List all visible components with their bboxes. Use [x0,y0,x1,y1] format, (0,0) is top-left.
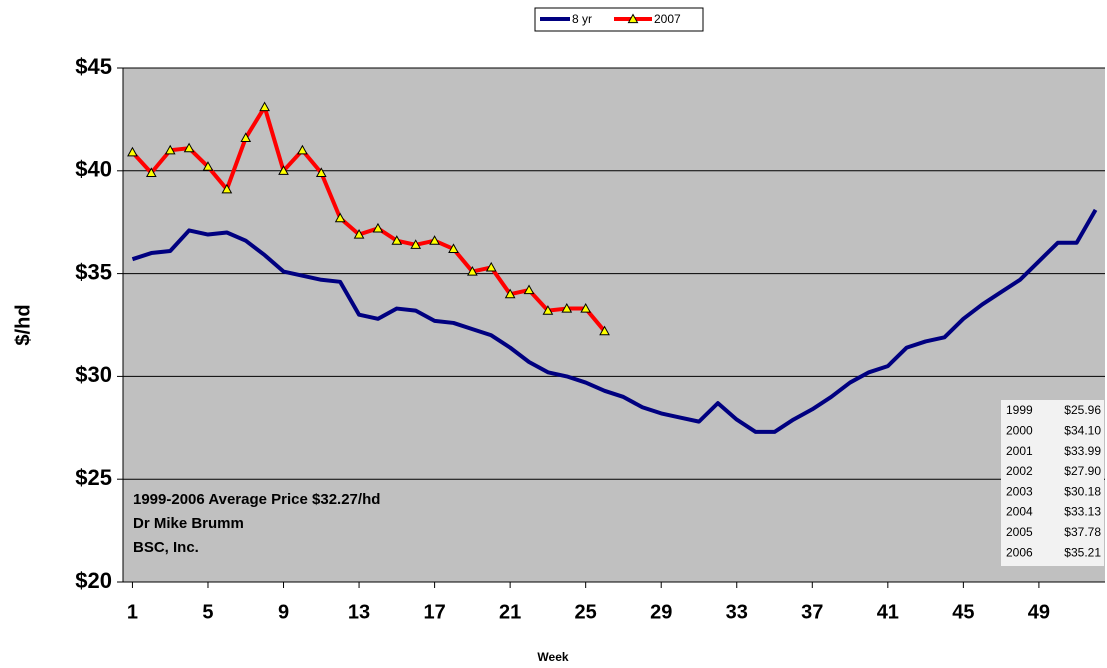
annotation: BSC, Inc. [133,539,199,556]
x-tick-label: 13 [348,601,370,623]
marker [164,144,176,155]
marker [202,161,214,171]
x-tick-label: 49 [1028,601,1050,623]
table-year: 2006 [1006,545,1033,559]
table-year: 1999 [1006,403,1033,417]
marker [410,239,422,249]
marker [467,266,478,276]
table-year: 2001 [1006,444,1033,458]
x-tick-label: 17 [423,601,445,623]
marker [259,101,270,112]
table-price: $33.99 [1064,444,1101,458]
marker [599,325,610,336]
marker [315,167,327,177]
table-price: $37.78 [1064,525,1101,539]
marker [504,288,516,299]
y-tick-label: $40 [75,157,112,182]
marker [145,167,157,177]
y-tick-label: $30 [75,362,112,387]
plot-area [123,68,1105,582]
table-year: 2004 [1006,505,1033,519]
y-tick-label: $25 [75,465,112,490]
x-tick-label: 1 [127,601,138,623]
table-price: $30.18 [1064,484,1101,498]
marker [278,165,289,175]
x-tick-label: 9 [278,601,289,623]
x-tick-label: 5 [202,601,213,623]
marker [561,303,573,313]
line [131,208,1098,434]
annotation: 1999-2006 Average Price $32.27/hd [133,491,380,508]
table-price: $34.10 [1064,423,1101,437]
marker [448,243,459,254]
table-year: 2003 [1006,484,1033,498]
marker [580,303,592,313]
marker [391,235,403,245]
table-price: $33.13 [1064,505,1101,519]
marker [429,235,440,245]
table-price: $25.96 [1064,403,1101,417]
y-tick-label: $45 [75,54,112,79]
marker [221,183,233,194]
table-year: 2002 [1006,464,1033,478]
price-table [1001,400,1104,566]
marker [523,284,535,295]
marker [542,305,554,315]
legend-label: 2007 [654,12,681,26]
table-year: 2000 [1006,423,1033,437]
x-tick-label: 25 [575,601,597,623]
table-year: 2005 [1006,525,1033,539]
x-tick-label: 45 [952,601,974,623]
x-tick-label: 37 [801,601,823,623]
marker [372,222,384,233]
marker [183,142,195,153]
x-tick-label: 41 [877,601,899,623]
marker [127,146,138,157]
y-tick-label: $20 [75,568,112,593]
marker [240,132,252,143]
x-axis-label: Week [537,650,568,664]
x-tick-label: 33 [726,601,748,623]
y-tick-label: $35 [75,259,112,284]
marker [353,229,365,239]
marker [297,144,308,155]
table-price: $35.21 [1064,545,1101,559]
legend-marker [627,13,639,24]
x-tick-label: 29 [650,601,672,623]
x-tick-label: 21 [499,601,521,623]
marker [485,261,497,272]
y-axis-label: $/hd [12,304,34,345]
annotation: Dr Mike Brumm [133,515,244,532]
legend-label: 8 yr [572,12,592,26]
table-price: $27.90 [1064,464,1101,478]
marker [334,212,346,223]
